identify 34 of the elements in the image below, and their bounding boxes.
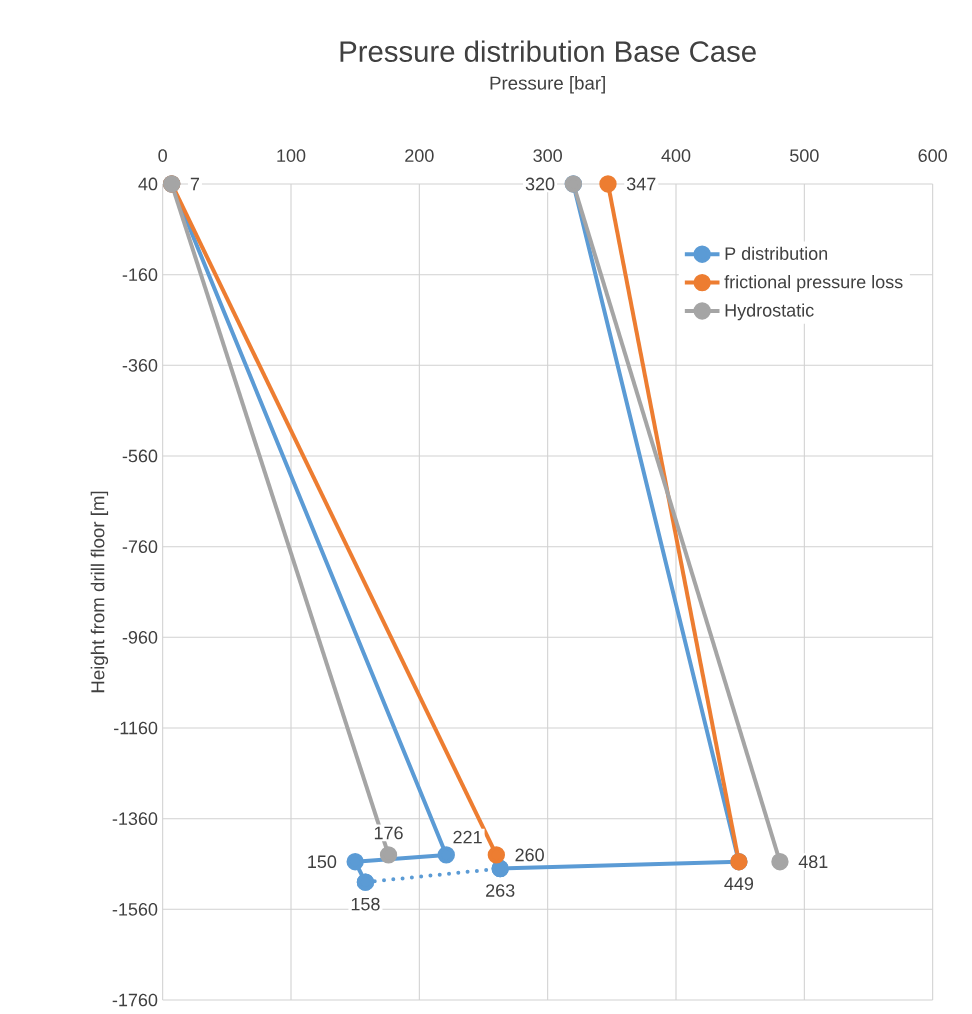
x-tick-label: 600 [918, 149, 947, 162]
y-tick-label: -560 [122, 449, 158, 463]
annotation: 263 [486, 884, 515, 897]
chart-title: Pressure distribution Base Case [340, 40, 756, 62]
y-axis-title: Height from drill floor [m] [90, 491, 109, 693]
legend-label: P distribution [725, 246, 828, 260]
x-tick-label: 200 [405, 149, 434, 162]
y-tick-label: -360 [122, 358, 158, 372]
x-tick-label: 400 [661, 149, 691, 162]
y-tick-label: -960 [122, 630, 158, 644]
annotation: 481 [798, 855, 828, 869]
x-tick-label: 100 [277, 149, 306, 162]
annotation: 449 [724, 877, 754, 891]
x-tick-label: 500 [790, 149, 819, 162]
annotation: 150 [308, 855, 337, 869]
y-tick-label: 40 [138, 177, 158, 191]
annotation: 158 [351, 897, 380, 911]
legend-label: Hydrostatic [725, 303, 814, 321]
x-tick-label: 300 [533, 149, 562, 162]
annotation: 320 [525, 177, 555, 191]
annotation: 347 [626, 177, 656, 191]
y-tick-label: -760 [122, 540, 158, 554]
annotation: 260 [515, 848, 544, 862]
annotation: 7 [190, 177, 200, 191]
legend-label: frictional pressure loss [724, 275, 903, 292]
y-tick-label: -1160 [114, 721, 158, 735]
y-tick-label: -160 [122, 268, 158, 282]
annotation: 221 [453, 830, 482, 844]
x-axis-title: Pressure [bar] [490, 75, 605, 94]
y-tick-label: -1360 [112, 812, 158, 826]
y-tick-label: -1760 [112, 993, 158, 1007]
y-tick-label: -1560 [112, 902, 158, 916]
x-tick-label: 0 [158, 149, 167, 162]
annotation: 176 [374, 826, 403, 840]
